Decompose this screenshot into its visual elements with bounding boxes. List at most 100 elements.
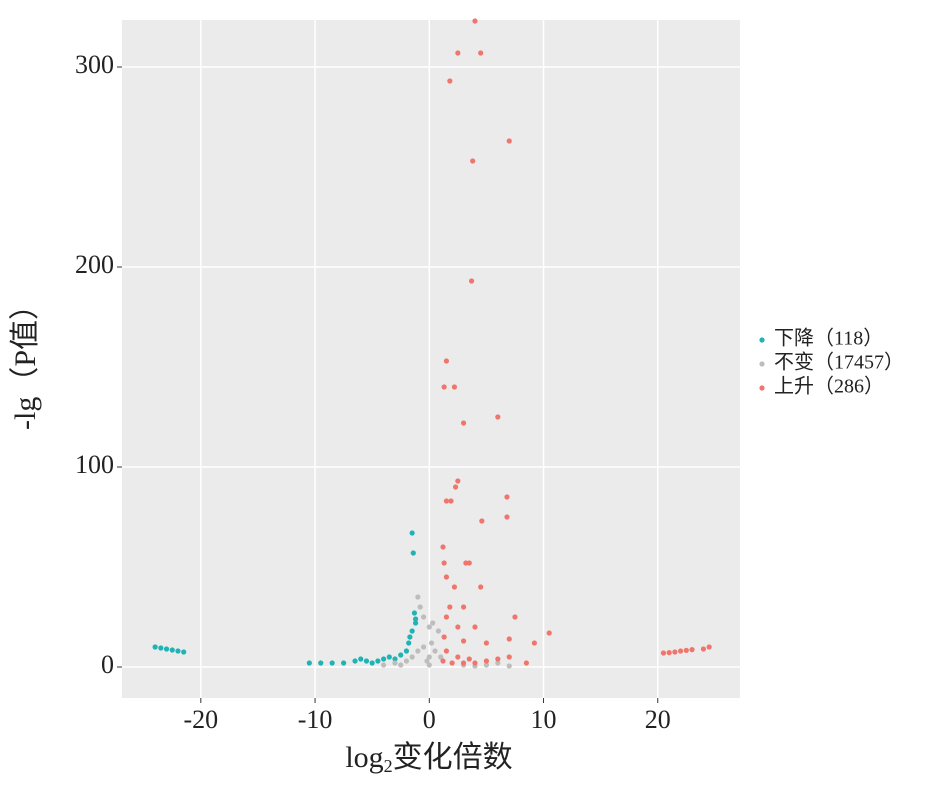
point: [483, 662, 490, 668]
point: [504, 514, 510, 520]
point: [417, 604, 423, 610]
point: [495, 660, 501, 666]
y-tick-label: 200: [75, 250, 114, 279]
point: [420, 644, 427, 650]
point: [441, 384, 447, 390]
point: [441, 634, 447, 640]
point: [449, 660, 455, 666]
x-tick-label: 0: [423, 705, 436, 734]
point: [666, 650, 672, 656]
x-label-sub: 2: [384, 756, 393, 776]
point: [504, 494, 510, 500]
point: [523, 660, 529, 666]
point: [455, 624, 461, 630]
point: [506, 663, 512, 669]
point: [466, 560, 472, 566]
point: [447, 604, 453, 610]
point: [460, 638, 467, 644]
point: [672, 649, 678, 655]
point: [506, 138, 512, 144]
point: [689, 647, 695, 653]
y-tick-label: 0: [101, 650, 114, 679]
point: [375, 658, 381, 664]
point: [455, 478, 461, 484]
point: [443, 614, 450, 620]
point: [706, 644, 712, 650]
point: [531, 640, 537, 646]
point: [403, 648, 410, 654]
point: [700, 646, 707, 652]
point: [440, 658, 446, 664]
point: [329, 660, 335, 666]
point: [460, 660, 467, 666]
point: [443, 358, 450, 364]
point: [441, 560, 447, 566]
point: [392, 656, 398, 662]
point: [412, 620, 419, 626]
point: [432, 648, 438, 654]
point: [163, 646, 170, 652]
point: [483, 658, 490, 664]
point: [472, 660, 478, 666]
point: [478, 50, 484, 56]
point: [506, 654, 512, 660]
legend-label: 上升（286）: [774, 375, 884, 398]
x-tick-label: -10: [298, 705, 333, 734]
point: [369, 660, 375, 666]
legend-label: 下降（118）: [774, 327, 883, 350]
legend-marker: [759, 385, 765, 391]
point: [443, 574, 450, 580]
point: [398, 652, 404, 658]
point: [415, 594, 421, 600]
point: [426, 662, 432, 668]
point: [341, 660, 347, 666]
point: [415, 648, 421, 654]
point: [512, 614, 518, 620]
point: [306, 660, 312, 666]
legend-marker: [759, 337, 765, 343]
point: [451, 584, 458, 590]
x-label-rest: 变化倍数: [393, 741, 513, 774]
point: [438, 654, 444, 660]
point: [175, 648, 181, 654]
point: [452, 484, 459, 490]
point: [546, 630, 552, 636]
point: [495, 414, 501, 420]
point: [455, 50, 461, 56]
point: [470, 158, 476, 164]
point: [468, 278, 475, 284]
point: [420, 614, 427, 620]
point: [472, 624, 478, 630]
point: [409, 530, 415, 536]
point: [358, 656, 364, 662]
point: [398, 662, 404, 668]
legend-label: 不变（17457）: [774, 351, 904, 374]
point: [677, 648, 684, 654]
y-axis-label: -lg（P值）: [9, 290, 42, 430]
point: [495, 656, 501, 662]
point: [478, 584, 484, 590]
y-tick-label: 300: [75, 50, 114, 79]
x-tick-label: -20: [183, 705, 218, 734]
point: [158, 645, 164, 651]
point: [352, 658, 358, 664]
point: [443, 498, 450, 504]
point: [483, 640, 490, 646]
x-label-base: log: [345, 741, 383, 774]
point: [403, 658, 410, 664]
point: [426, 624, 432, 630]
point: [411, 610, 418, 616]
point: [426, 654, 432, 660]
point: [169, 647, 175, 653]
point: [472, 18, 478, 24]
point: [380, 656, 387, 662]
point: [447, 78, 453, 84]
point: [460, 604, 467, 610]
point: [451, 384, 458, 390]
point: [409, 628, 415, 634]
point: [152, 644, 158, 650]
point: [448, 498, 454, 504]
point: [428, 640, 435, 646]
point: [479, 518, 485, 524]
